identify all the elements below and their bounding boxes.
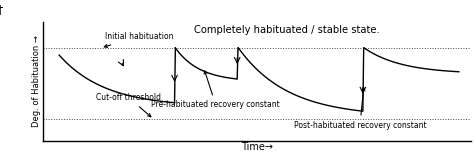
Text: Completely habituated / stable state.: Completely habituated / stable state. [194, 25, 380, 35]
X-axis label: Time→: Time→ [241, 142, 273, 152]
Text: Pre-habituated recovery constant: Pre-habituated recovery constant [151, 71, 280, 109]
Text: Cut-off threshold: Cut-off threshold [96, 93, 161, 117]
Y-axis label: Deg. of Habituation →: Deg. of Habituation → [32, 35, 41, 127]
Text: Post-habituated recovery constant: Post-habituated recovery constant [294, 88, 426, 130]
Text: †: † [0, 3, 3, 16]
Text: Initial habituation: Initial habituation [104, 32, 173, 47]
